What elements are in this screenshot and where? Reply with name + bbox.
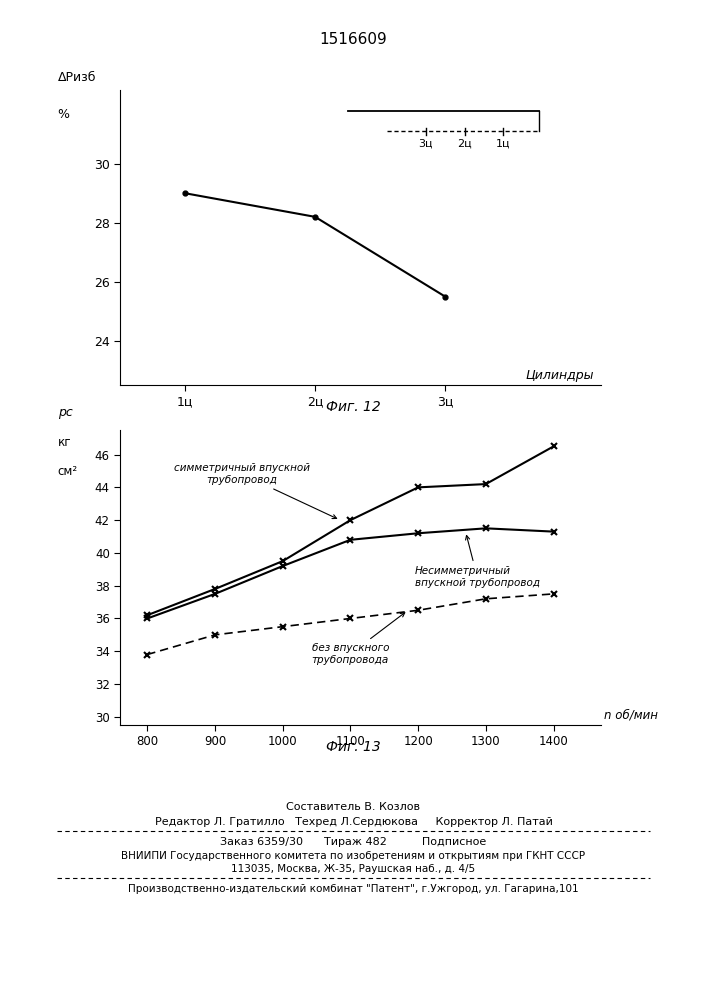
Text: 2ц: 2ц — [457, 139, 472, 149]
Text: 1ц: 1ц — [496, 139, 510, 149]
Text: Составитель В. Козлов: Составитель В. Козлов — [286, 802, 421, 812]
Text: ΔРизб: ΔРизб — [58, 71, 96, 84]
Text: 113035, Москва, Ж-35, Раушская наб., д. 4/5: 113035, Москва, Ж-35, Раушская наб., д. … — [231, 864, 476, 874]
Text: ВНИИПИ Государственного комитета по изобретениям и открытиям при ГКНТ СССР: ВНИИПИ Государственного комитета по изоб… — [122, 851, 585, 861]
Text: кг: кг — [58, 436, 71, 449]
Text: 3ц: 3ц — [419, 139, 433, 149]
Text: симметричный впускной
трубопровод: симметричный впускной трубопровод — [174, 463, 337, 519]
Text: см²: см² — [58, 465, 78, 478]
Text: рс: рс — [58, 406, 72, 419]
Text: без впускного
трубопровода: без впускного трубопровода — [312, 613, 405, 665]
Text: n об/мин: n об/мин — [604, 709, 658, 722]
Text: Несимметричный
впускной трубопровод: Несимметричный впускной трубопровод — [415, 536, 539, 588]
Text: Фиг. 12: Фиг. 12 — [326, 400, 381, 414]
Text: 1516609: 1516609 — [320, 32, 387, 47]
Text: Фиг. 13: Фиг. 13 — [326, 740, 381, 754]
Text: Цилиндры: Цилиндры — [526, 369, 595, 382]
Text: Производственно-издательский комбинат "Патент", г.Ужгород, ул. Гагарина,101: Производственно-издательский комбинат "П… — [128, 884, 579, 894]
Text: %: % — [58, 108, 70, 121]
Text: Заказ 6359/30      Тираж 482          Подписное: Заказ 6359/30 Тираж 482 Подписное — [221, 837, 486, 847]
Text: Редактор Л. Гратилло   Техред Л.Сердюкова     Корректор Л. Патай: Редактор Л. Гратилло Техред Л.Сердюкова … — [155, 817, 552, 827]
